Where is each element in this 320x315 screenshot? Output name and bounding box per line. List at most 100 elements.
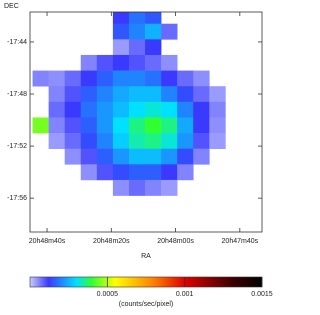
cell — [97, 71, 113, 87]
cell — [161, 164, 177, 180]
cell — [145, 55, 161, 71]
cell — [129, 133, 145, 149]
cell — [97, 149, 113, 165]
cell — [129, 71, 145, 87]
cell — [97, 133, 113, 149]
cell — [129, 24, 145, 40]
cell — [97, 102, 113, 118]
cell — [145, 180, 161, 196]
y-tick-label: -17:52 — [7, 143, 27, 150]
cell — [161, 133, 177, 149]
cell — [81, 164, 97, 180]
cell — [161, 71, 177, 87]
x-axis-label: RA — [141, 253, 151, 260]
cell — [161, 180, 177, 196]
cell — [81, 133, 97, 149]
cell — [65, 102, 81, 118]
cell — [65, 149, 81, 165]
cell — [113, 133, 129, 149]
cell — [161, 55, 177, 71]
cell — [145, 71, 161, 87]
cell — [129, 102, 145, 118]
cell — [209, 86, 225, 102]
cell — [177, 102, 193, 118]
cell — [145, 102, 161, 118]
cell — [129, 149, 145, 165]
cell — [145, 86, 161, 102]
cell — [113, 39, 129, 55]
cell — [177, 86, 193, 102]
cell — [193, 86, 209, 102]
cell — [113, 102, 129, 118]
cell — [209, 133, 225, 149]
cell — [145, 39, 161, 55]
cell — [49, 71, 65, 87]
cell — [193, 71, 209, 87]
cell — [97, 164, 113, 180]
cell — [49, 86, 65, 102]
cell — [81, 149, 97, 165]
cell — [33, 71, 49, 87]
cell — [177, 164, 193, 180]
cell — [193, 149, 209, 165]
colorbar-tick-label: 0.001 — [176, 291, 194, 298]
cell — [113, 149, 129, 165]
cell — [97, 55, 113, 71]
cell — [65, 86, 81, 102]
cell — [113, 117, 129, 133]
cell — [113, 86, 129, 102]
cell — [49, 133, 65, 149]
cell — [209, 117, 225, 133]
cell — [145, 8, 161, 24]
cell — [161, 102, 177, 118]
cell — [145, 24, 161, 40]
colorbar-label: (counts/sec/pixel) — [119, 301, 173, 308]
cell — [145, 117, 161, 133]
colorbar-tick-label: 0.0005 — [97, 291, 119, 298]
cell — [177, 149, 193, 165]
cell — [161, 86, 177, 102]
y-tick-label: -17:48 — [7, 91, 27, 98]
cell — [129, 39, 145, 55]
cell — [113, 24, 129, 40]
cell — [193, 117, 209, 133]
cell — [177, 133, 193, 149]
cell — [113, 8, 129, 24]
cell — [113, 164, 129, 180]
x-tick-label: 20h48m00s — [157, 238, 194, 245]
cell — [81, 102, 97, 118]
cell — [145, 133, 161, 149]
cell — [161, 149, 177, 165]
cell — [177, 117, 193, 133]
cell — [129, 164, 145, 180]
cell — [145, 149, 161, 165]
y-tick-label: -17:56 — [7, 195, 27, 202]
colorbar — [30, 277, 262, 287]
cell — [129, 117, 145, 133]
y-axis-label: DEC — [4, 3, 19, 10]
cell — [145, 164, 161, 180]
cell — [65, 133, 81, 149]
x-tick-label: 20h47m40s — [222, 238, 259, 245]
cell — [129, 180, 145, 196]
cell — [209, 102, 225, 118]
cells — [33, 8, 226, 196]
cell — [33, 117, 49, 133]
cell — [49, 117, 65, 133]
colorbar-tick-label: 0.0015 — [251, 291, 273, 298]
cell — [97, 86, 113, 102]
x-tick-label: 20h48m40s — [29, 238, 66, 245]
cell — [129, 8, 145, 24]
cell — [81, 86, 97, 102]
cell — [129, 55, 145, 71]
cell — [113, 55, 129, 71]
x-tick-label: 20h48m20s — [93, 238, 130, 245]
cell — [81, 55, 97, 71]
cell — [49, 102, 65, 118]
cell — [81, 117, 97, 133]
cell — [193, 102, 209, 118]
chart: DEC RA (counts/sec/pixel) 20h48m40s 20h48… — [0, 0, 274, 315]
cell — [113, 180, 129, 196]
cell — [193, 133, 209, 149]
cell — [65, 71, 81, 87]
